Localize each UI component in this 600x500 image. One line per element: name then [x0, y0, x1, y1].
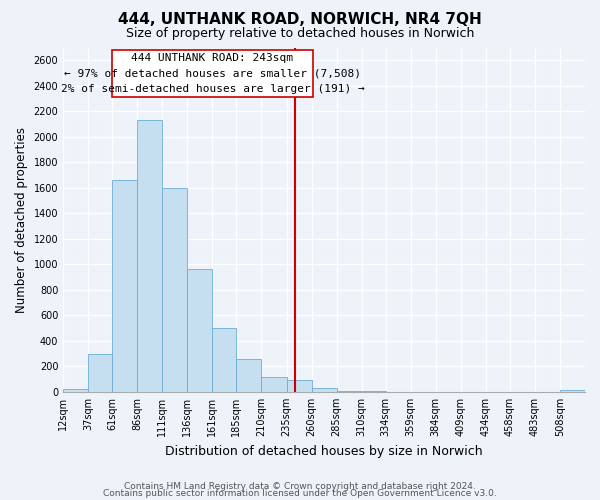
Bar: [560, 390, 585, 392]
Bar: [163, 188, 187, 392]
Bar: [112, 180, 137, 392]
Bar: [112, 50, 313, 98]
Y-axis label: Number of detached properties: Number of detached properties: [15, 126, 28, 312]
Bar: [212, 328, 236, 392]
Bar: [63, 390, 88, 392]
Bar: [187, 270, 212, 392]
Bar: [236, 360, 262, 392]
Text: Contains public sector information licensed under the Open Government Licence v3: Contains public sector information licen…: [103, 489, 497, 498]
Bar: [337, 390, 362, 392]
Bar: [88, 354, 112, 392]
Bar: [287, 380, 311, 392]
Text: Size of property relative to detached houses in Norwich: Size of property relative to detached ho…: [126, 28, 474, 40]
Text: 2% of semi-detached houses are larger (191) →: 2% of semi-detached houses are larger (1…: [61, 84, 364, 94]
Bar: [262, 376, 287, 392]
Bar: [137, 120, 163, 392]
Text: ← 97% of detached houses are smaller (7,508): ← 97% of detached houses are smaller (7,…: [64, 68, 361, 78]
Bar: [311, 388, 337, 392]
X-axis label: Distribution of detached houses by size in Norwich: Distribution of detached houses by size …: [165, 444, 483, 458]
Text: 444, UNTHANK ROAD, NORWICH, NR4 7QH: 444, UNTHANK ROAD, NORWICH, NR4 7QH: [118, 12, 482, 28]
Text: 444 UNTHANK ROAD: 243sqm: 444 UNTHANK ROAD: 243sqm: [131, 53, 293, 63]
Text: Contains HM Land Registry data © Crown copyright and database right 2024.: Contains HM Land Registry data © Crown c…: [124, 482, 476, 491]
